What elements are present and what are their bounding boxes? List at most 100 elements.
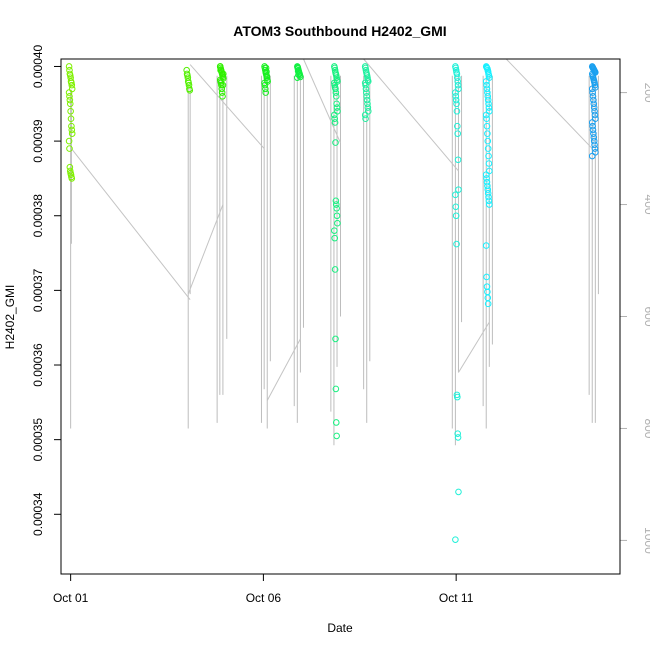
data-point (484, 186, 492, 193)
data-points (65, 63, 599, 543)
data-point (331, 234, 339, 242)
data-point (454, 74, 461, 81)
data-point (216, 63, 224, 70)
data-point (454, 78, 461, 85)
data-point (363, 96, 371, 104)
data-point (589, 89, 596, 96)
data-point (454, 130, 461, 137)
data-point (483, 273, 490, 281)
x-tick-label: Oct 06 (246, 591, 282, 605)
connector-line (363, 58, 459, 172)
data-point (483, 122, 491, 130)
data-point (455, 488, 462, 496)
data-point (484, 137, 492, 145)
data-point (66, 145, 73, 152)
data-point (484, 190, 492, 197)
data-point (482, 242, 490, 249)
data-point (452, 96, 460, 104)
data-point (453, 70, 461, 78)
y-tick-label: 0.00039 (31, 119, 45, 163)
data-point (331, 266, 339, 273)
data-point (591, 107, 598, 115)
data-point (66, 93, 73, 100)
data-point (294, 74, 301, 81)
data-point (65, 63, 73, 70)
data-point (483, 178, 491, 186)
data-point (482, 111, 490, 119)
data-point (485, 160, 493, 167)
y2-tick-label: 800 (642, 418, 650, 438)
data-point (590, 134, 598, 141)
data-point (454, 156, 462, 164)
y-tick-label: 0.00035 (31, 418, 45, 462)
data-point (484, 145, 492, 152)
data-point (66, 96, 74, 104)
data-point (452, 212, 460, 220)
data-point (66, 100, 74, 108)
data-point (364, 104, 372, 111)
data-point (219, 93, 226, 100)
data-point (333, 104, 341, 111)
data-point (482, 171, 490, 178)
data-point (217, 66, 224, 74)
data-point (485, 152, 492, 160)
data-point (333, 100, 340, 108)
data-point (483, 175, 490, 182)
data-point (218, 89, 226, 96)
data-point (454, 393, 461, 401)
data-point (331, 227, 338, 234)
data-point (362, 115, 369, 123)
data-point (485, 197, 493, 205)
data-point (589, 126, 597, 134)
data-point (261, 81, 269, 89)
data-point (482, 78, 490, 85)
connector-line (303, 58, 341, 144)
data-point (485, 104, 493, 111)
data-point (67, 107, 74, 115)
y2-tick-label: 600 (642, 306, 650, 326)
data-point (588, 119, 596, 126)
data-point (331, 111, 338, 119)
data-point (590, 96, 597, 104)
connector-line (266, 338, 301, 401)
data-point (591, 111, 599, 119)
y2-tick-label: 1000 (642, 527, 650, 554)
data-point (332, 385, 340, 393)
data-point (485, 193, 492, 201)
connector-line (458, 321, 490, 373)
data-point (588, 152, 596, 160)
chart-title: ATOM3 Southbound H2402_GMI (233, 23, 446, 39)
data-point (364, 100, 371, 108)
y-tick-label: 0.00036 (31, 343, 45, 387)
data-point (483, 115, 490, 123)
data-point (65, 137, 73, 145)
plot-frame (60, 58, 621, 575)
data-point (363, 89, 370, 96)
connector-line (189, 64, 265, 149)
data-point (362, 85, 370, 93)
data-point (484, 93, 492, 100)
data-point (455, 186, 462, 193)
data-point (262, 85, 269, 93)
data-point (590, 130, 597, 137)
data-point (186, 87, 194, 94)
data-point (483, 85, 491, 93)
data-point (591, 145, 599, 152)
data-point (362, 81, 369, 89)
data-point (263, 72, 271, 80)
y-tick-label: 0.00040 (31, 44, 45, 88)
connector-line (187, 204, 224, 295)
data-point (361, 111, 369, 119)
data-point (332, 197, 340, 205)
data-point (454, 122, 461, 130)
data-point (68, 85, 76, 93)
data-point (484, 89, 491, 96)
connector-line (71, 148, 191, 301)
data-point (452, 93, 460, 100)
connector-line (505, 58, 593, 149)
x-tick-label: Oct 01 (53, 591, 89, 605)
data-point (332, 419, 340, 426)
data-point (295, 71, 302, 78)
data-point (453, 100, 460, 108)
